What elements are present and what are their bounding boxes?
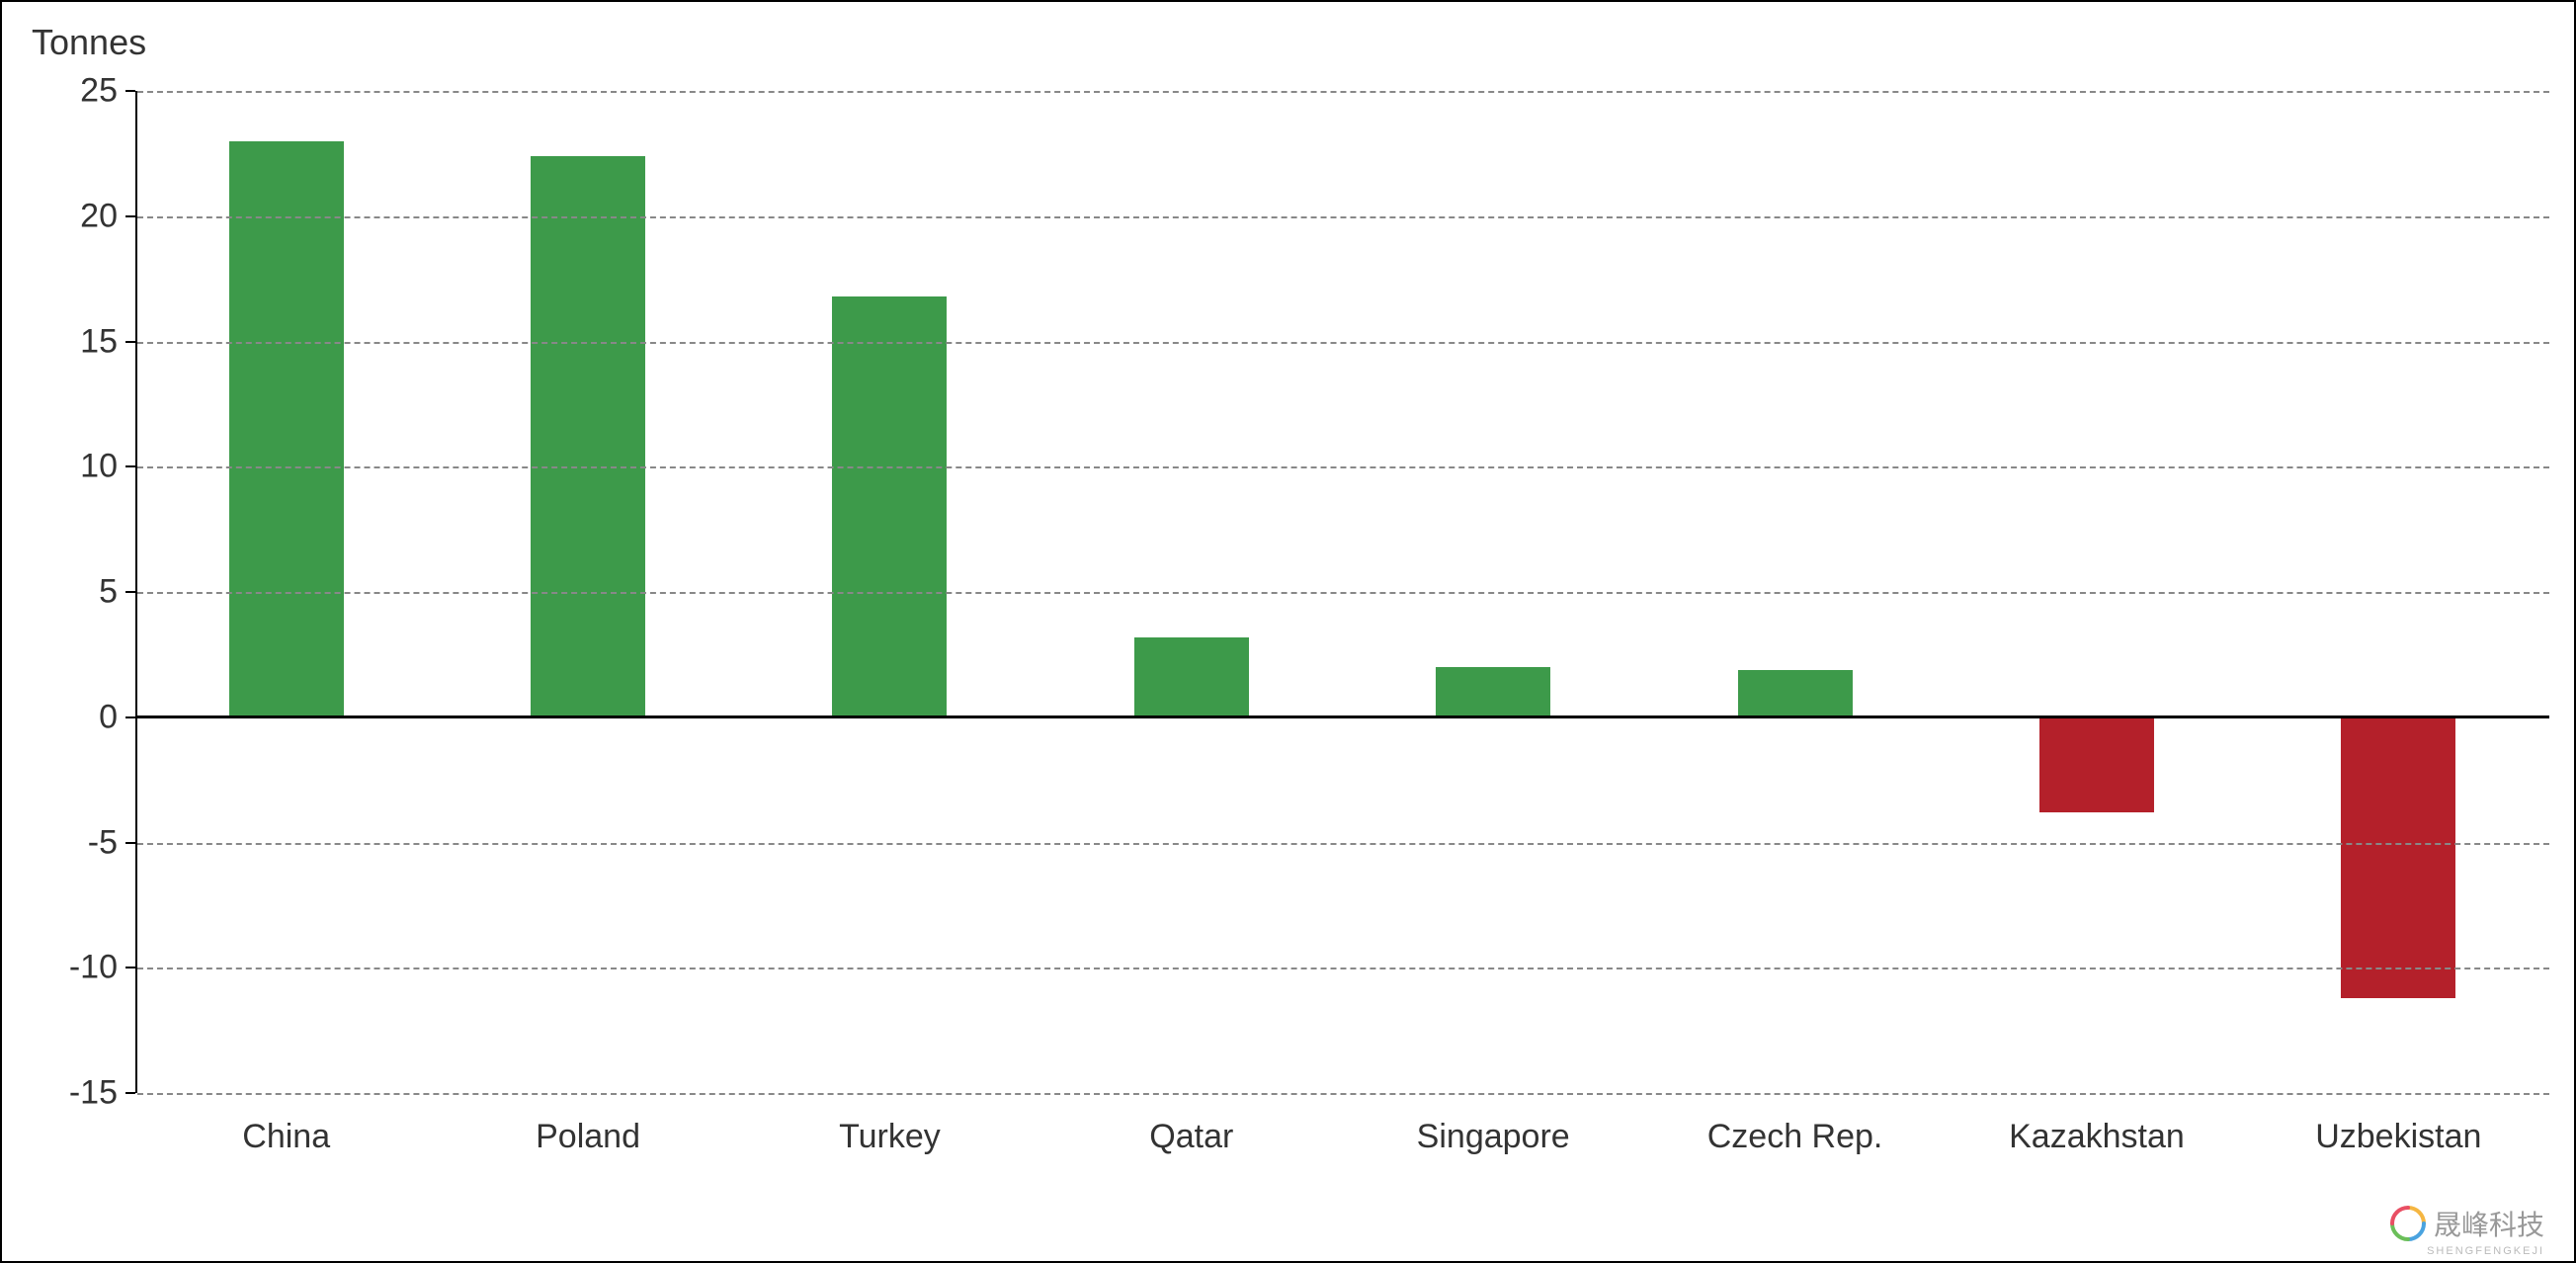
- bar: [531, 156, 645, 717]
- y-axis-title: Tonnes: [32, 22, 146, 63]
- x-axis-label: Czech Rep.: [1707, 1118, 1883, 1156]
- watermark-logo: 晟峰科技: [2388, 1204, 2544, 1243]
- gridline: [137, 968, 2549, 969]
- gridline: [137, 216, 2549, 218]
- y-tick-label: 10: [80, 448, 118, 486]
- bar: [1738, 670, 1853, 717]
- x-axis-label: Uzbekistan: [2315, 1118, 2481, 1156]
- y-tick-label: -5: [88, 823, 118, 862]
- bar: [832, 296, 947, 717]
- y-tick-label: 20: [80, 197, 118, 235]
- y-tick-mark: [125, 967, 135, 968]
- bar: [1436, 667, 1550, 717]
- plot-area: ChinaPolandTurkeyQatarSingaporeCzech Rep…: [135, 91, 2549, 1093]
- x-axis-label: China: [242, 1118, 330, 1156]
- gridline: [137, 342, 2549, 344]
- x-axis-label: Turkey: [839, 1118, 941, 1156]
- y-tick-label: 0: [99, 698, 118, 736]
- watermark-subtext: SHENGFENGKEJI: [2427, 1245, 2544, 1257]
- y-tick-label: -15: [69, 1074, 118, 1113]
- y-tick-label: -10: [69, 949, 118, 987]
- bar: [1134, 637, 1249, 717]
- chart-container: Tonnes ChinaPolandTurkeyQatarSingaporeCz…: [0, 0, 2576, 1263]
- watermark-text: 晟峰科技: [2434, 1204, 2544, 1243]
- watermark-icon: [2388, 1204, 2428, 1243]
- bar: [2341, 717, 2455, 998]
- y-tick-mark: [125, 842, 135, 844]
- gridline: [137, 466, 2549, 468]
- y-tick-mark: [125, 90, 135, 92]
- gridline: [137, 843, 2549, 845]
- x-axis-label: Singapore: [1417, 1118, 1570, 1156]
- y-tick-mark: [125, 341, 135, 343]
- y-tick-mark: [125, 1092, 135, 1094]
- y-tick-label: 15: [80, 322, 118, 361]
- y-tick-label: 5: [99, 573, 118, 612]
- x-axis-label: Kazakhstan: [2009, 1118, 2185, 1156]
- y-tick-mark: [125, 215, 135, 217]
- y-tick-mark: [125, 465, 135, 467]
- zero-line: [137, 716, 2549, 718]
- y-tick-mark: [125, 591, 135, 593]
- gridline: [137, 592, 2549, 594]
- y-tick-mark: [125, 716, 135, 718]
- gridline: [137, 1093, 2549, 1095]
- gridline: [137, 91, 2549, 93]
- y-tick-label: 25: [80, 72, 118, 111]
- bar: [2039, 717, 2154, 812]
- x-axis-label: Qatar: [1149, 1118, 1233, 1156]
- x-axis-label: Poland: [536, 1118, 640, 1156]
- bar: [229, 141, 344, 717]
